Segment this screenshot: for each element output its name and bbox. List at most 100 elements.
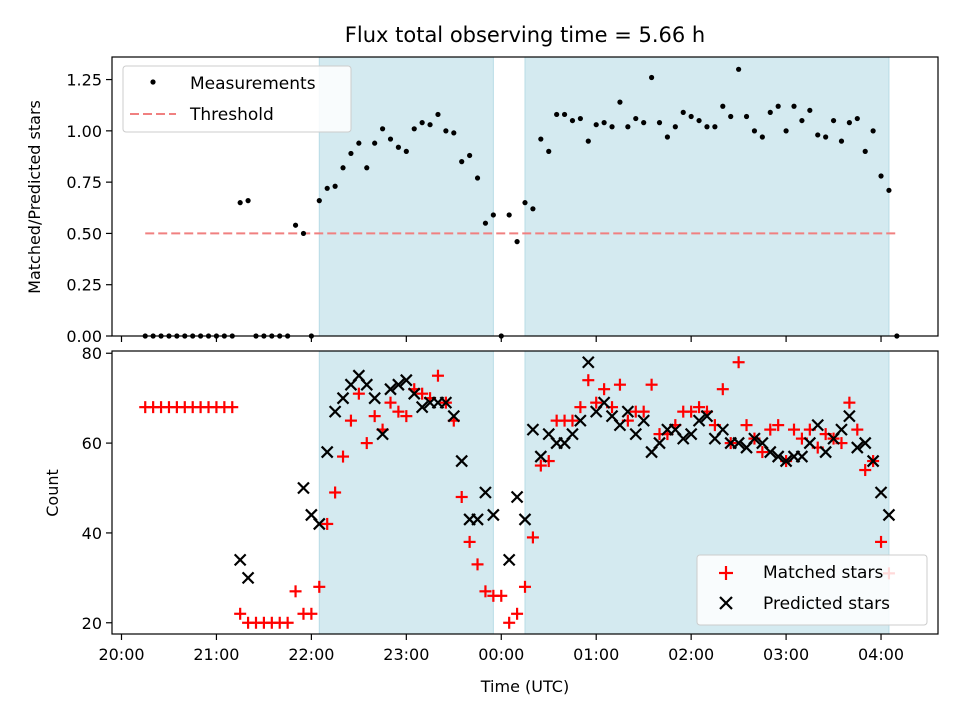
predicted-star-point bbox=[328, 405, 342, 418]
measurement-point bbox=[751, 128, 758, 134]
x-tick-label: 04:00 bbox=[858, 645, 904, 664]
matched-star-point bbox=[479, 585, 492, 598]
measurement-point bbox=[482, 220, 489, 226]
measurement-point bbox=[451, 130, 457, 136]
matched-star-point bbox=[431, 369, 444, 382]
matched-star-point bbox=[875, 535, 888, 548]
measurement-point bbox=[403, 148, 409, 154]
top-y-tick-label: 0.00 bbox=[66, 327, 102, 346]
top-y-tick-label: 0.25 bbox=[66, 276, 102, 295]
measurement-point bbox=[854, 115, 860, 122]
predicted-star-point bbox=[779, 454, 793, 468]
x-tick-label: 03:00 bbox=[763, 645, 809, 664]
bottom-x-ticks: 20:00 21:00 22:00 23:00 00:00 01:00 02:00 03:00… bbox=[98, 634, 904, 664]
measurement-point bbox=[538, 136, 544, 142]
matched-star-point bbox=[360, 437, 373, 450]
matched-star-point bbox=[756, 446, 769, 459]
predicted-star-point bbox=[851, 441, 864, 454]
predicted-star-point bbox=[748, 432, 761, 445]
x-axis-label: Time (UTC) bbox=[480, 677, 569, 696]
matched-star-point bbox=[344, 414, 357, 427]
top-y-axis-label: Matched/Predicted stars bbox=[25, 100, 44, 294]
matched-star-point bbox=[740, 419, 753, 432]
predicted-star-point bbox=[400, 373, 413, 387]
predicted-star-point bbox=[479, 486, 492, 499]
measurement-point bbox=[775, 103, 781, 109]
measurement-point bbox=[514, 239, 520, 245]
top-y-tick-label: 0.50 bbox=[66, 224, 102, 243]
measurement-point bbox=[237, 200, 243, 206]
matched-star-point bbox=[234, 607, 247, 620]
measurement-point bbox=[348, 150, 354, 157]
matched-star-point bbox=[645, 378, 658, 391]
matched-star-point bbox=[313, 580, 326, 593]
measurement-point bbox=[625, 124, 631, 130]
predicted-star-point bbox=[866, 454, 880, 468]
measurement-point bbox=[601, 120, 607, 126]
matched-star-point bbox=[590, 396, 603, 409]
x-tick-label: 21:00 bbox=[193, 645, 239, 664]
predicted-star-point bbox=[241, 571, 255, 585]
top-y-tick-label: 1.25 bbox=[66, 71, 102, 90]
bot-shaded-region-1 bbox=[318, 350, 494, 635]
predicted-star-point bbox=[471, 513, 484, 526]
measurement-point bbox=[443, 128, 449, 134]
measurement-point bbox=[561, 111, 568, 118]
measurement-point bbox=[807, 107, 813, 113]
measurement-point bbox=[292, 222, 299, 228]
measurement-point bbox=[680, 109, 686, 115]
measurement-point bbox=[387, 136, 394, 142]
predicted-star-point bbox=[819, 445, 832, 459]
matched-star-point bbox=[368, 410, 381, 423]
predicted-stars-points bbox=[233, 355, 896, 585]
matched-star-point bbox=[305, 607, 318, 620]
measurement-point bbox=[672, 124, 678, 130]
measurement-point bbox=[799, 117, 805, 124]
x-tick-label: 00:00 bbox=[478, 645, 524, 664]
measurement-point bbox=[569, 117, 576, 124]
predicted-star-point bbox=[502, 553, 516, 567]
measurement-point bbox=[641, 120, 647, 126]
predicted-star-point bbox=[574, 414, 587, 427]
legend-measurements-label: Measurements bbox=[190, 74, 316, 94]
top-y-tick-label: 0.75 bbox=[66, 173, 102, 192]
x-tick-label: 23:00 bbox=[383, 645, 429, 664]
measurement-point bbox=[546, 148, 552, 154]
predicted-star-point bbox=[455, 454, 468, 468]
matched-star-point bbox=[859, 464, 872, 477]
measurement-point bbox=[823, 134, 829, 140]
measurement-point bbox=[664, 134, 671, 140]
measurement-point bbox=[759, 134, 765, 140]
predicted-star-point bbox=[684, 427, 698, 441]
measurement-point bbox=[633, 115, 639, 122]
predicted-star-point bbox=[621, 405, 635, 418]
measurement-point bbox=[467, 152, 473, 159]
measurement-point bbox=[609, 124, 615, 130]
x-tick-label: 22:00 bbox=[288, 645, 334, 664]
predicted-star-point bbox=[582, 355, 595, 369]
measurement-point bbox=[522, 200, 528, 206]
top-y-ticks: 0.00 0.25 0.50 0.75 1.00 1.25 bbox=[66, 71, 112, 346]
matched-star-point bbox=[416, 387, 429, 400]
predicted-star-point bbox=[487, 508, 500, 522]
measurement-point bbox=[838, 138, 845, 144]
matched-star-point bbox=[851, 423, 864, 436]
measurement-point bbox=[411, 126, 417, 132]
measurement-point bbox=[728, 113, 734, 120]
measurement-point bbox=[870, 128, 876, 134]
predicted-star-point bbox=[732, 436, 745, 450]
matched-star-point bbox=[788, 423, 801, 436]
matched-star-point bbox=[526, 531, 539, 544]
measurement-point bbox=[372, 140, 378, 146]
measurement-point bbox=[459, 159, 465, 165]
matched-star-point bbox=[329, 486, 342, 499]
measurement-point bbox=[340, 165, 346, 171]
matched-star-point bbox=[471, 558, 484, 571]
matched-star-point bbox=[598, 383, 611, 396]
measurement-point bbox=[356, 140, 362, 146]
matched-star-point bbox=[511, 607, 524, 620]
matched-star-point bbox=[693, 401, 706, 414]
legend-predicted-marker bbox=[719, 596, 733, 610]
top-panel: 0.00 0.25 0.50 0.75 1.00 1.25 Matched/Predict… bbox=[25, 56, 939, 346]
predicted-star-point bbox=[407, 387, 421, 400]
